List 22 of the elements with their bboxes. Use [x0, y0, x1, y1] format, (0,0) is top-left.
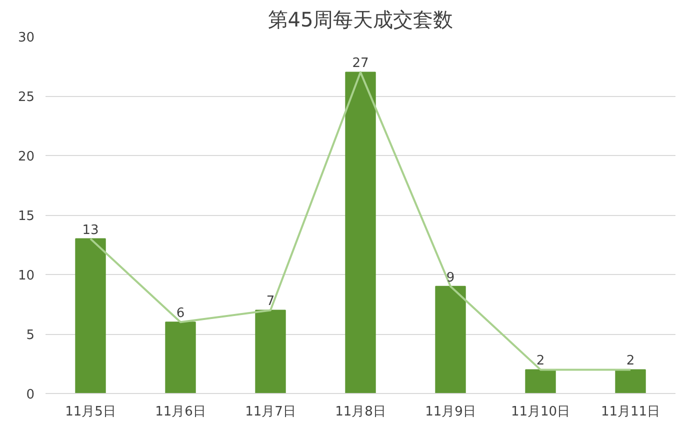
x-tick-label: 11月5日	[65, 404, 116, 420]
chart-title: 第45周每天成交套数	[268, 8, 454, 32]
x-tick-label: 11月11日	[600, 404, 660, 420]
x-tick-label: 11月10日	[510, 404, 570, 420]
data-label: 9	[446, 270, 455, 286]
y-tick-label: 5	[26, 328, 35, 343]
y-tick-label: 10	[18, 268, 35, 284]
y-tick-label: 0	[26, 388, 35, 402]
x-tick-label: 11月6日	[155, 404, 206, 420]
y-tick-label: 20	[18, 150, 35, 164]
y-tick-label: 25	[18, 90, 35, 105]
y-tick-label: 30	[18, 30, 35, 46]
data-label: 13	[82, 222, 99, 238]
data-label: 2	[536, 354, 545, 369]
data-label: 6	[176, 306, 185, 322]
x-tick-label: 11月8日	[335, 404, 386, 420]
data-label: 27	[352, 56, 369, 72]
x-tick-label: 11月7日	[245, 404, 296, 420]
data-label: 7	[266, 294, 275, 310]
y-tick-label: 15	[18, 209, 35, 224]
x-tick-label: 11月9日	[425, 404, 476, 420]
data-label: 2	[626, 354, 635, 369]
